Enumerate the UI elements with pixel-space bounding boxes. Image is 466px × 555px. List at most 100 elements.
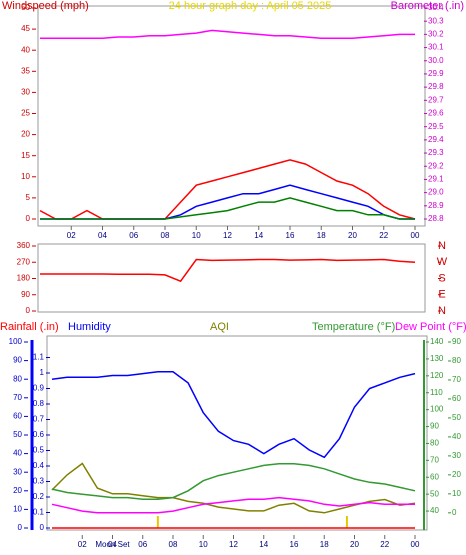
x-tick-label: 14: [254, 231, 263, 240]
y3-tick-label: 0.2: [33, 492, 45, 501]
x-tick-label: 06: [129, 231, 138, 240]
x-tick-label: 04: [108, 540, 117, 549]
y2-tick-label: 110: [430, 388, 443, 397]
y-tick-label: 50: [21, 3, 30, 12]
y2-tick-label: N: [438, 240, 446, 252]
wind-axis-title: Windspeed (mph): [2, 0, 89, 12]
y-tick-label: 15: [21, 151, 30, 160]
y2-tick-label: 29.6: [428, 109, 444, 118]
y3-tick-label: 0.1: [33, 508, 45, 517]
x-tick-label: 02: [78, 540, 87, 549]
series-label: Humidity: [68, 321, 111, 333]
y-tick-label: 40: [21, 45, 30, 54]
y4-tick-label: 70: [452, 375, 461, 384]
x-tick-label: 20: [348, 231, 357, 240]
y4-tick-label: 40: [452, 432, 461, 441]
y3-tick-label: 0.7: [33, 415, 45, 424]
y-tick-label: 45: [21, 24, 30, 33]
series-label: Dew Point (°F): [395, 321, 466, 333]
x-tick-label: 10: [192, 231, 201, 240]
x-tick-label: 20: [350, 540, 359, 549]
x-tick-label: 02: [67, 231, 76, 240]
annotation: Moon Set: [95, 540, 130, 549]
y2-tick-label: 40: [430, 506, 439, 515]
y2-tick-label: 140: [430, 337, 444, 346]
y3-tick-label: 0.8: [33, 399, 45, 408]
y2-tick-label: 29.2: [428, 161, 444, 170]
y4-tick-label: 60: [452, 394, 461, 403]
y2-tick-label: 30.2: [428, 29, 444, 38]
y3-tick-label: 0: [40, 523, 45, 532]
y-tick-label: 360: [17, 241, 31, 250]
x-tick-label: 08: [161, 231, 170, 240]
y3-tick-label: 1: [40, 368, 45, 377]
x-tick-label: 00: [411, 231, 420, 240]
x-tick-label: 22: [379, 231, 388, 240]
y2-tick-label: 30.1: [428, 43, 444, 52]
y2-tick-label: 29.5: [428, 122, 444, 131]
x-tick-label: 12: [223, 231, 232, 240]
x-tick-label: 08: [169, 540, 178, 549]
y-tick-label: 40: [13, 449, 22, 458]
y2-tick-label: 100: [430, 405, 444, 414]
barometer-axis-title: Barometer (.in): [391, 0, 464, 12]
y4-tick-label: 90: [452, 337, 461, 346]
y-tick-label: 180: [17, 274, 31, 283]
x-tick-label: 14: [259, 540, 268, 549]
y-tick-label: 35: [21, 66, 30, 75]
y3-tick-label: 0.9: [33, 384, 45, 393]
series-line: [40, 29, 415, 40]
y-tick-label: 0: [26, 306, 31, 315]
series-line: [51, 462, 416, 514]
y-tick-label: 25: [21, 109, 30, 118]
y-tick-label: 60: [13, 412, 22, 421]
mid-frame: [37, 243, 426, 313]
y3-tick-label: 0.4: [33, 461, 45, 470]
y-tick-label: 10: [13, 505, 22, 514]
top-frame: [37, 5, 426, 227]
y4-tick-label: 50: [452, 413, 461, 422]
y-tick-label: 80: [13, 374, 22, 383]
y2-tick-label: S: [438, 272, 445, 284]
y2-tick-label: 29.8: [428, 82, 444, 91]
y-tick-label: 90: [21, 290, 30, 299]
x-tick-label: 10: [199, 540, 208, 549]
y4-tick-label: 80: [452, 356, 461, 365]
y2-tick-label: 29.7: [428, 95, 444, 104]
y3-tick-label: 0.3: [33, 477, 45, 486]
y2-tick-label: 120: [430, 371, 444, 380]
y2-tick-label: 30.0: [428, 56, 444, 65]
series-line: [40, 197, 415, 220]
y-tick-label: 0: [26, 214, 31, 223]
x-tick-label: 16: [290, 540, 299, 549]
y2-tick-label: 80: [430, 439, 439, 448]
y-tick-label: 20: [13, 486, 22, 495]
y3-tick-label: 0.5: [33, 446, 45, 455]
y4-tick-label: 10: [452, 489, 461, 498]
series-line: [51, 371, 416, 459]
y4-tick-label: 0: [452, 508, 457, 517]
y-tick-label: 10: [21, 172, 30, 181]
series-label: Rainfall (.in): [0, 321, 59, 333]
y2-tick-label: 30.3: [428, 16, 444, 25]
y2-tick-label: 130: [430, 354, 444, 363]
y2-tick-label: 29.4: [428, 135, 444, 144]
y2-tick-label: E: [438, 289, 445, 301]
y4-tick-label: 30: [452, 451, 461, 460]
y-tick-label: 20: [21, 130, 30, 139]
y2-tick-label: 29.9: [428, 69, 444, 78]
y2-tick-label: 50: [430, 489, 439, 498]
y-tick-label: 5: [26, 193, 31, 202]
y2-tick-label: 28.9: [428, 201, 444, 210]
y-tick-label: 50: [13, 430, 22, 439]
x-tick-label: 12: [229, 540, 238, 549]
y2-tick-label: 70: [430, 455, 439, 464]
y3-tick-label: 0.6: [33, 430, 45, 439]
y2-tick-label: 29.3: [428, 148, 444, 157]
x-tick-label: 06: [138, 540, 147, 549]
x-tick-label: 16: [286, 231, 295, 240]
y2-tick-label: 30.4: [428, 3, 444, 12]
series-line: [51, 462, 416, 501]
y2-tick-label: 29.1: [428, 175, 444, 184]
